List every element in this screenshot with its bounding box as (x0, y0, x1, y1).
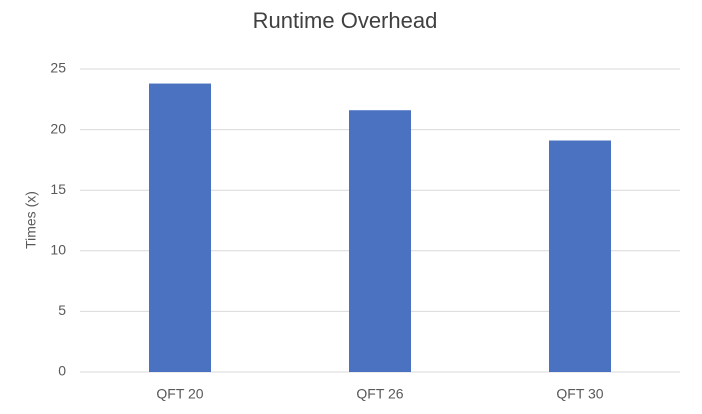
y-axis-label: Times (x) (23, 191, 39, 249)
chart-title: Runtime Overhead (253, 8, 438, 33)
bar (149, 83, 211, 372)
y-tick-label: 10 (50, 242, 66, 258)
y-tick-label: 25 (50, 60, 66, 76)
bar (549, 140, 611, 372)
bar (349, 110, 411, 372)
y-tick-label: 5 (58, 302, 66, 318)
x-tick-label: QFT 26 (356, 386, 403, 402)
y-tick-label: 0 (58, 363, 66, 379)
x-tick-label: QFT 30 (556, 386, 603, 402)
y-tick-label: 15 (50, 181, 66, 197)
x-tick-label: QFT 20 (156, 386, 203, 402)
y-tick-label: 20 (50, 120, 66, 136)
